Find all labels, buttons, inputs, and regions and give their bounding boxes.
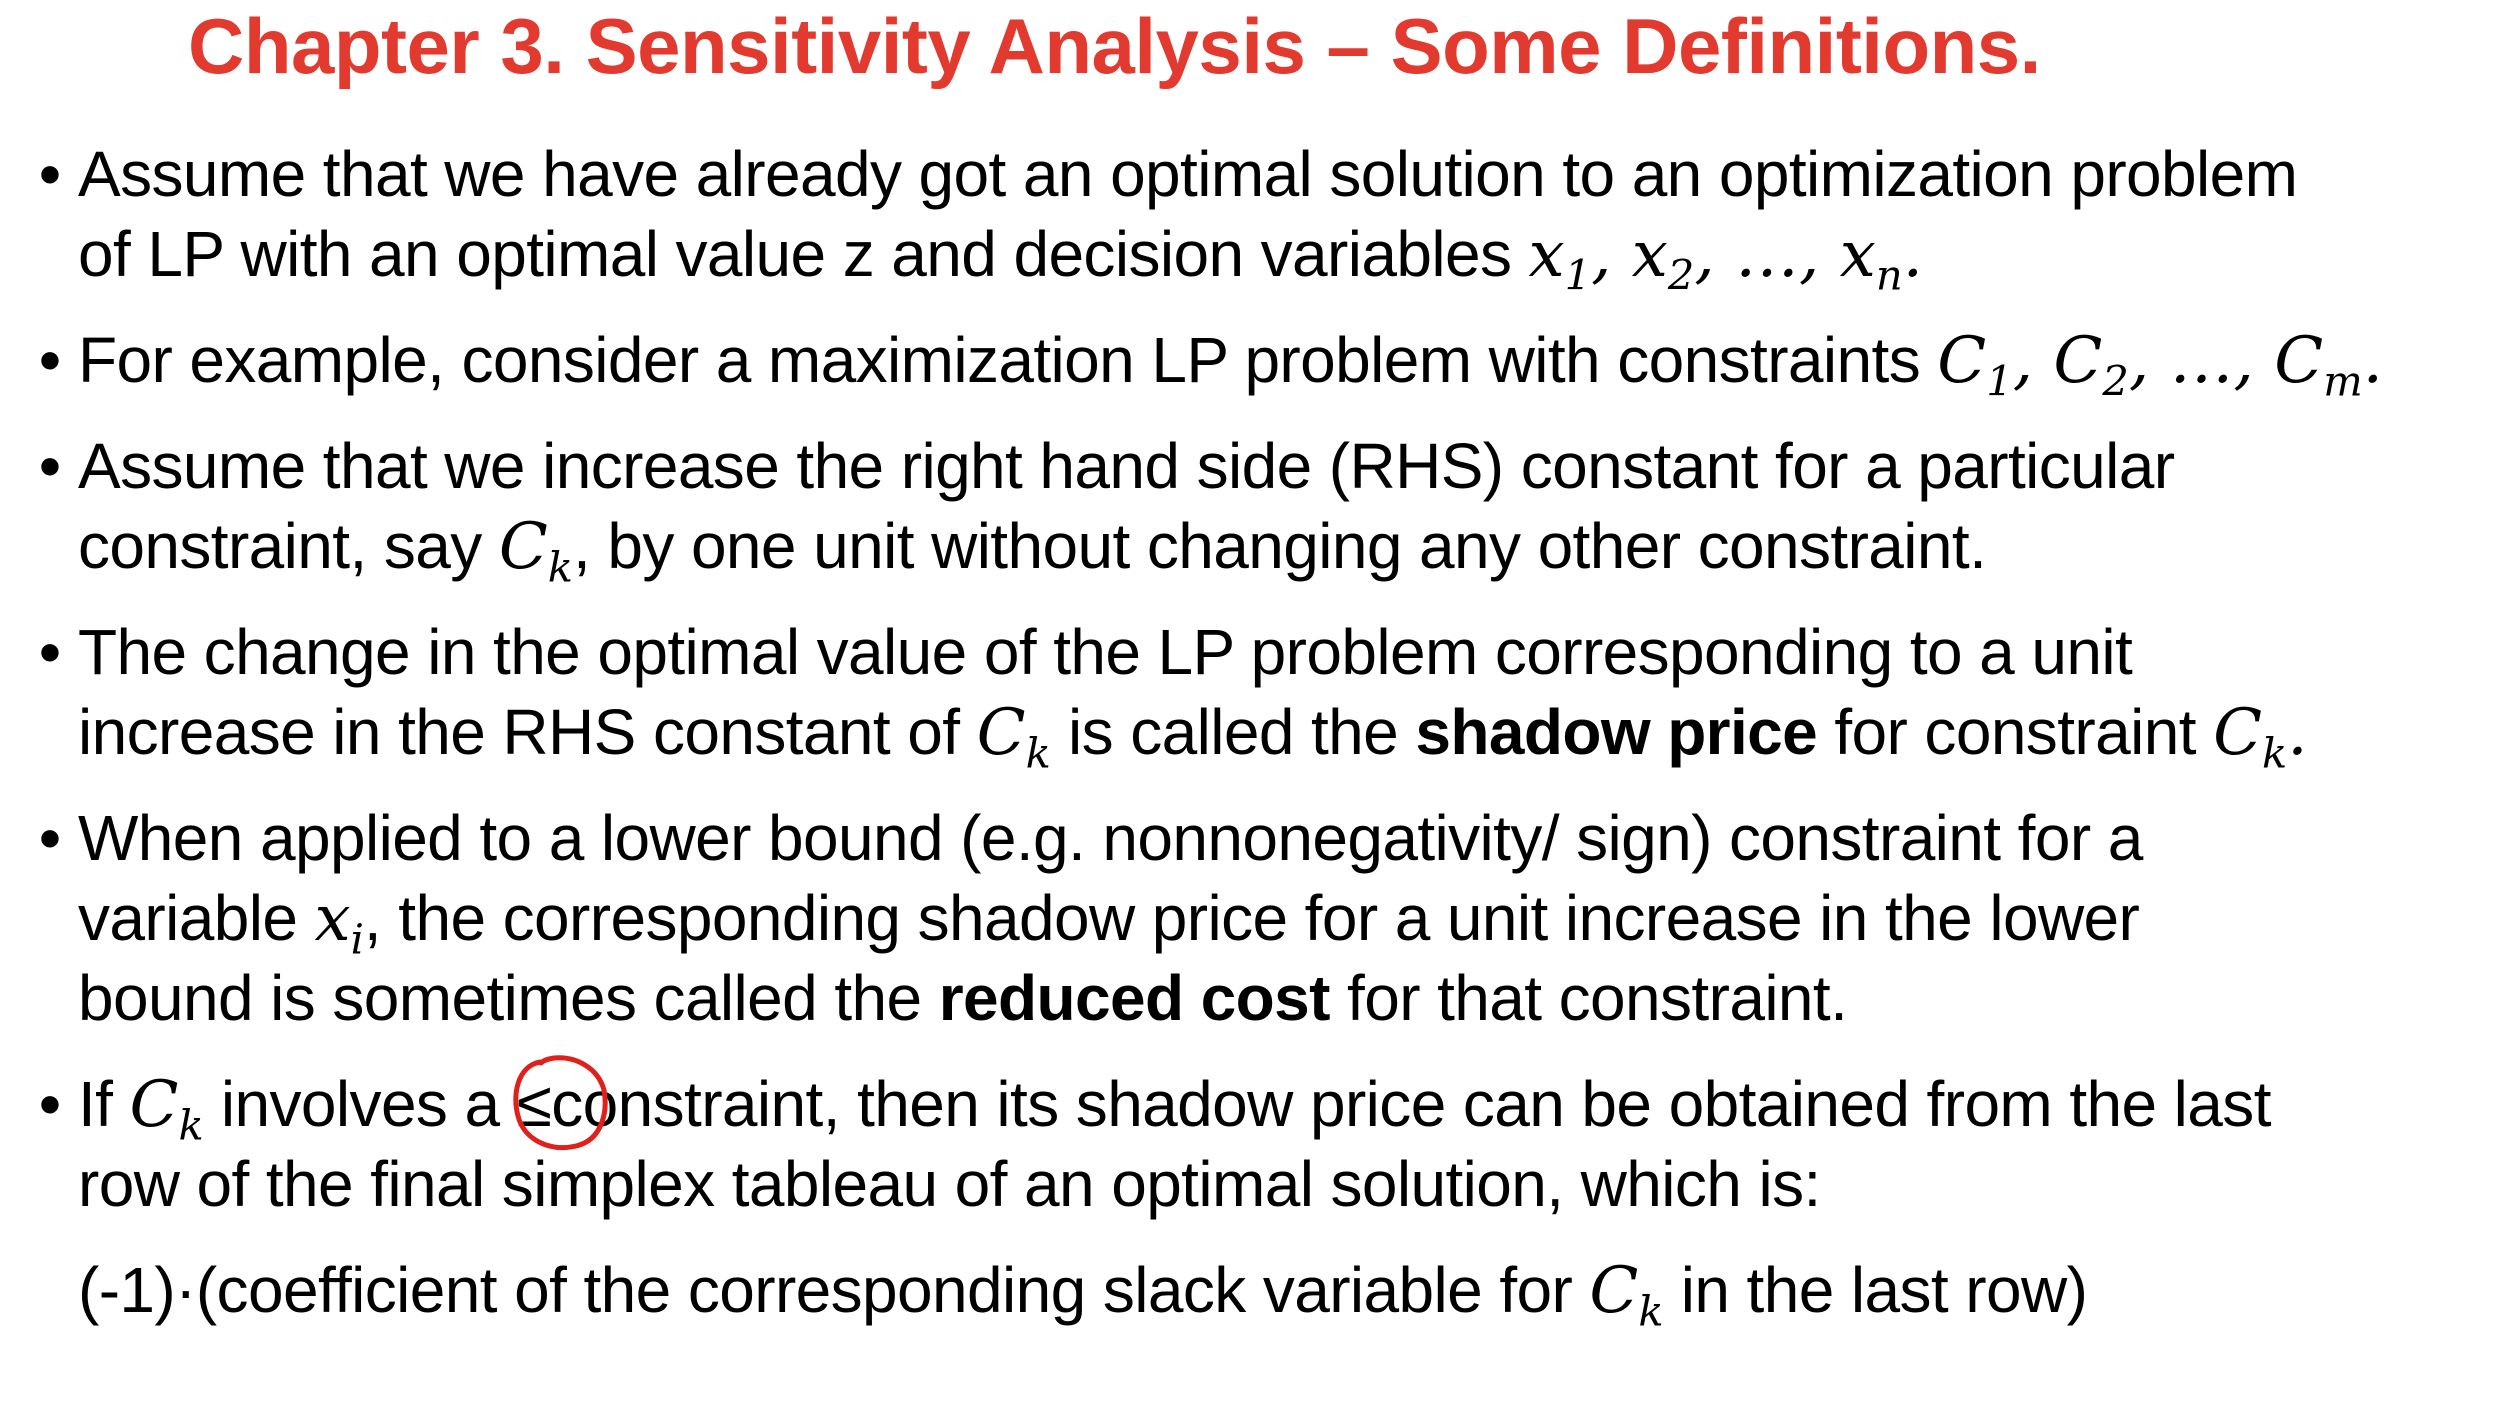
bullet-1-text: of LP with an optimal value z and decisi… [78, 218, 1529, 290]
bullet-4-line-1: The change in the optimal value of the L… [78, 616, 2133, 688]
bullet-3-line-2: constraint, say Ck, by one unit without … [78, 510, 1987, 592]
bullet-2-text: For example, consider a maximization LP … [78, 324, 1938, 396]
bullet-marker: • [38, 430, 62, 502]
shadow-price-term: shadow price [1415, 696, 1818, 768]
bullet-marker: • [38, 1068, 62, 1140]
variable-xi-math: xi [314, 882, 364, 964]
slide-title: Chapter 3. Sensitivity Analysis – Some D… [188, 2, 2041, 90]
bullet-marker: • [38, 138, 62, 210]
bullet-marker: • [38, 802, 62, 874]
bullet-1-line-2: of LP with an optimal value z and decisi… [78, 214, 1923, 300]
bullet-marker: • [38, 616, 62, 688]
shadow-price-formula: (-1)·(coefficient of the corresponding s… [78, 1254, 2088, 1336]
bullet-marker: • [38, 324, 62, 396]
constraint-ck-math: Ck. [2213, 696, 2308, 778]
reduced-cost-term: reduced cost [938, 962, 1331, 1034]
bullet-2-line-1: For example, consider a maximization LP … [78, 320, 2383, 406]
decision-variables-math: x1, x2, …, xn. [1528, 218, 1923, 300]
bullet-1-line-1: Assume that we have already got an optim… [78, 138, 2298, 210]
bullet-5-line-1: When applied to a lower bound (e.g. nonn… [78, 802, 2143, 874]
constraint-ck-math: Ck [1589, 1254, 1664, 1336]
constraints-math: C1, C2, …, Cm. [1937, 324, 2383, 406]
constraint-ck-math: Ck [976, 696, 1051, 778]
constraint-ck-math: Ck [129, 1068, 204, 1150]
constraint-ck-math: Ck [498, 510, 573, 592]
bullet-6-line-2: row of the final simplex tableau of an o… [78, 1148, 1821, 1220]
bullet-6-line-1: If Ck involves a ≤constraint, then its s… [78, 1064, 2271, 1150]
bullet-5-line-2: variable xi, the corresponding shadow pr… [78, 882, 2140, 964]
bullet-3-line-1: Assume that we increase the right hand s… [78, 430, 2175, 502]
handdrawn-circle-annotation [513, 1055, 608, 1150]
bullet-5-line-3: bound is sometimes called the reduced co… [78, 962, 1848, 1034]
bullet-4-line-2: increase in the RHS constant of Ck is ca… [78, 696, 2308, 778]
